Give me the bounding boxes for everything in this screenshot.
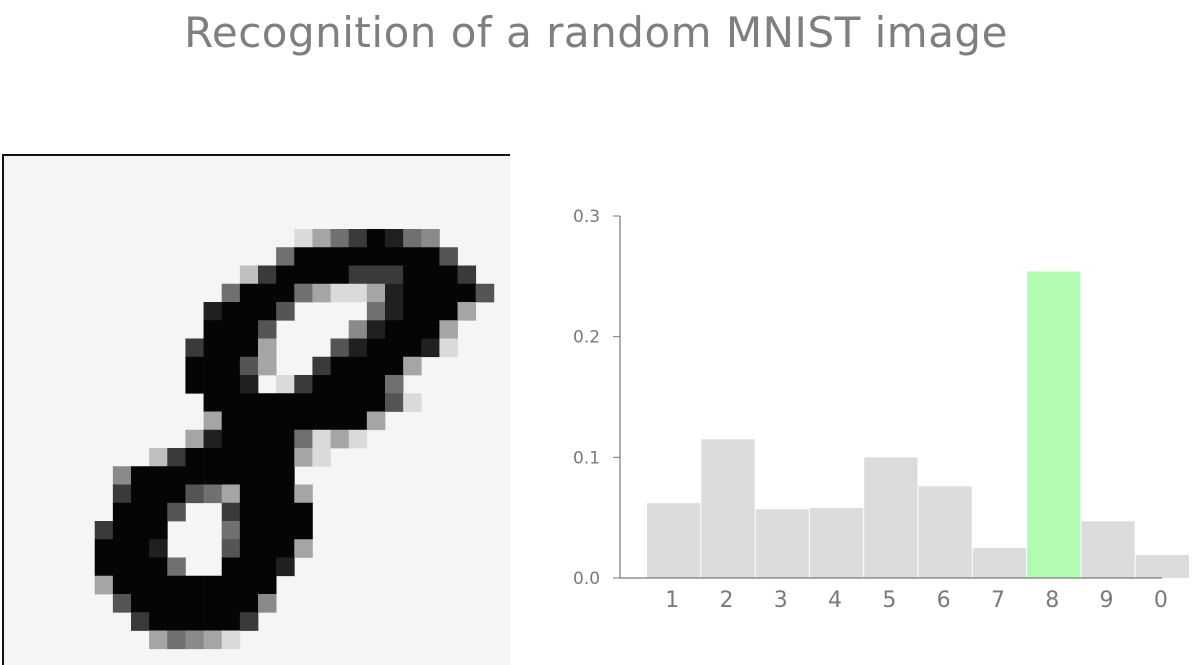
bar-5 <box>864 457 918 578</box>
mnist-digit-image <box>2 154 510 665</box>
bar-4 <box>809 508 864 578</box>
bar-3 <box>755 509 809 578</box>
bar-1 <box>647 503 701 578</box>
probability-bar-chart: 0.0 0.1 0.2 0.3 1 2 3 4 5 6 7 8 9 0 <box>573 207 1189 613</box>
x-tick-label-5: 5 <box>882 588 896 613</box>
y-tick-label: 0.0 <box>573 569 600 589</box>
y-tick-label: 0.2 <box>573 328 600 348</box>
x-tick-label-7: 7 <box>991 588 1005 613</box>
page-title: Recognition of a random MNIST image <box>184 8 1008 57</box>
bar-0 <box>1135 555 1189 578</box>
bar-7 <box>972 547 1027 578</box>
x-tick-label-6: 6 <box>937 588 951 613</box>
x-tick-label-9: 9 <box>1100 588 1114 613</box>
bar-9 <box>1081 521 1135 578</box>
digit-pixel-grid <box>94 229 495 650</box>
x-tick-label-8: 8 <box>1045 588 1059 613</box>
x-tick-label-0: 0 <box>1154 588 1168 613</box>
y-tick-label: 0.1 <box>573 448 600 468</box>
y-tick-label: 0.3 <box>573 207 600 227</box>
x-tick-label-4: 4 <box>828 588 842 613</box>
x-tick-label-2: 2 <box>719 588 733 613</box>
bar-8 <box>1027 271 1081 578</box>
bar-6 <box>918 486 972 578</box>
bar-2 <box>701 439 755 578</box>
x-tick-label-3: 3 <box>774 588 788 613</box>
x-tick-label-1: 1 <box>665 588 679 613</box>
